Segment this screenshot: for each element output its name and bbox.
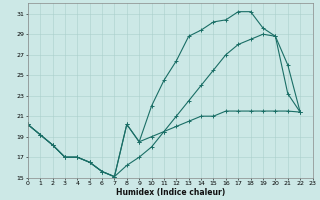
X-axis label: Humidex (Indice chaleur): Humidex (Indice chaleur)	[116, 188, 225, 197]
